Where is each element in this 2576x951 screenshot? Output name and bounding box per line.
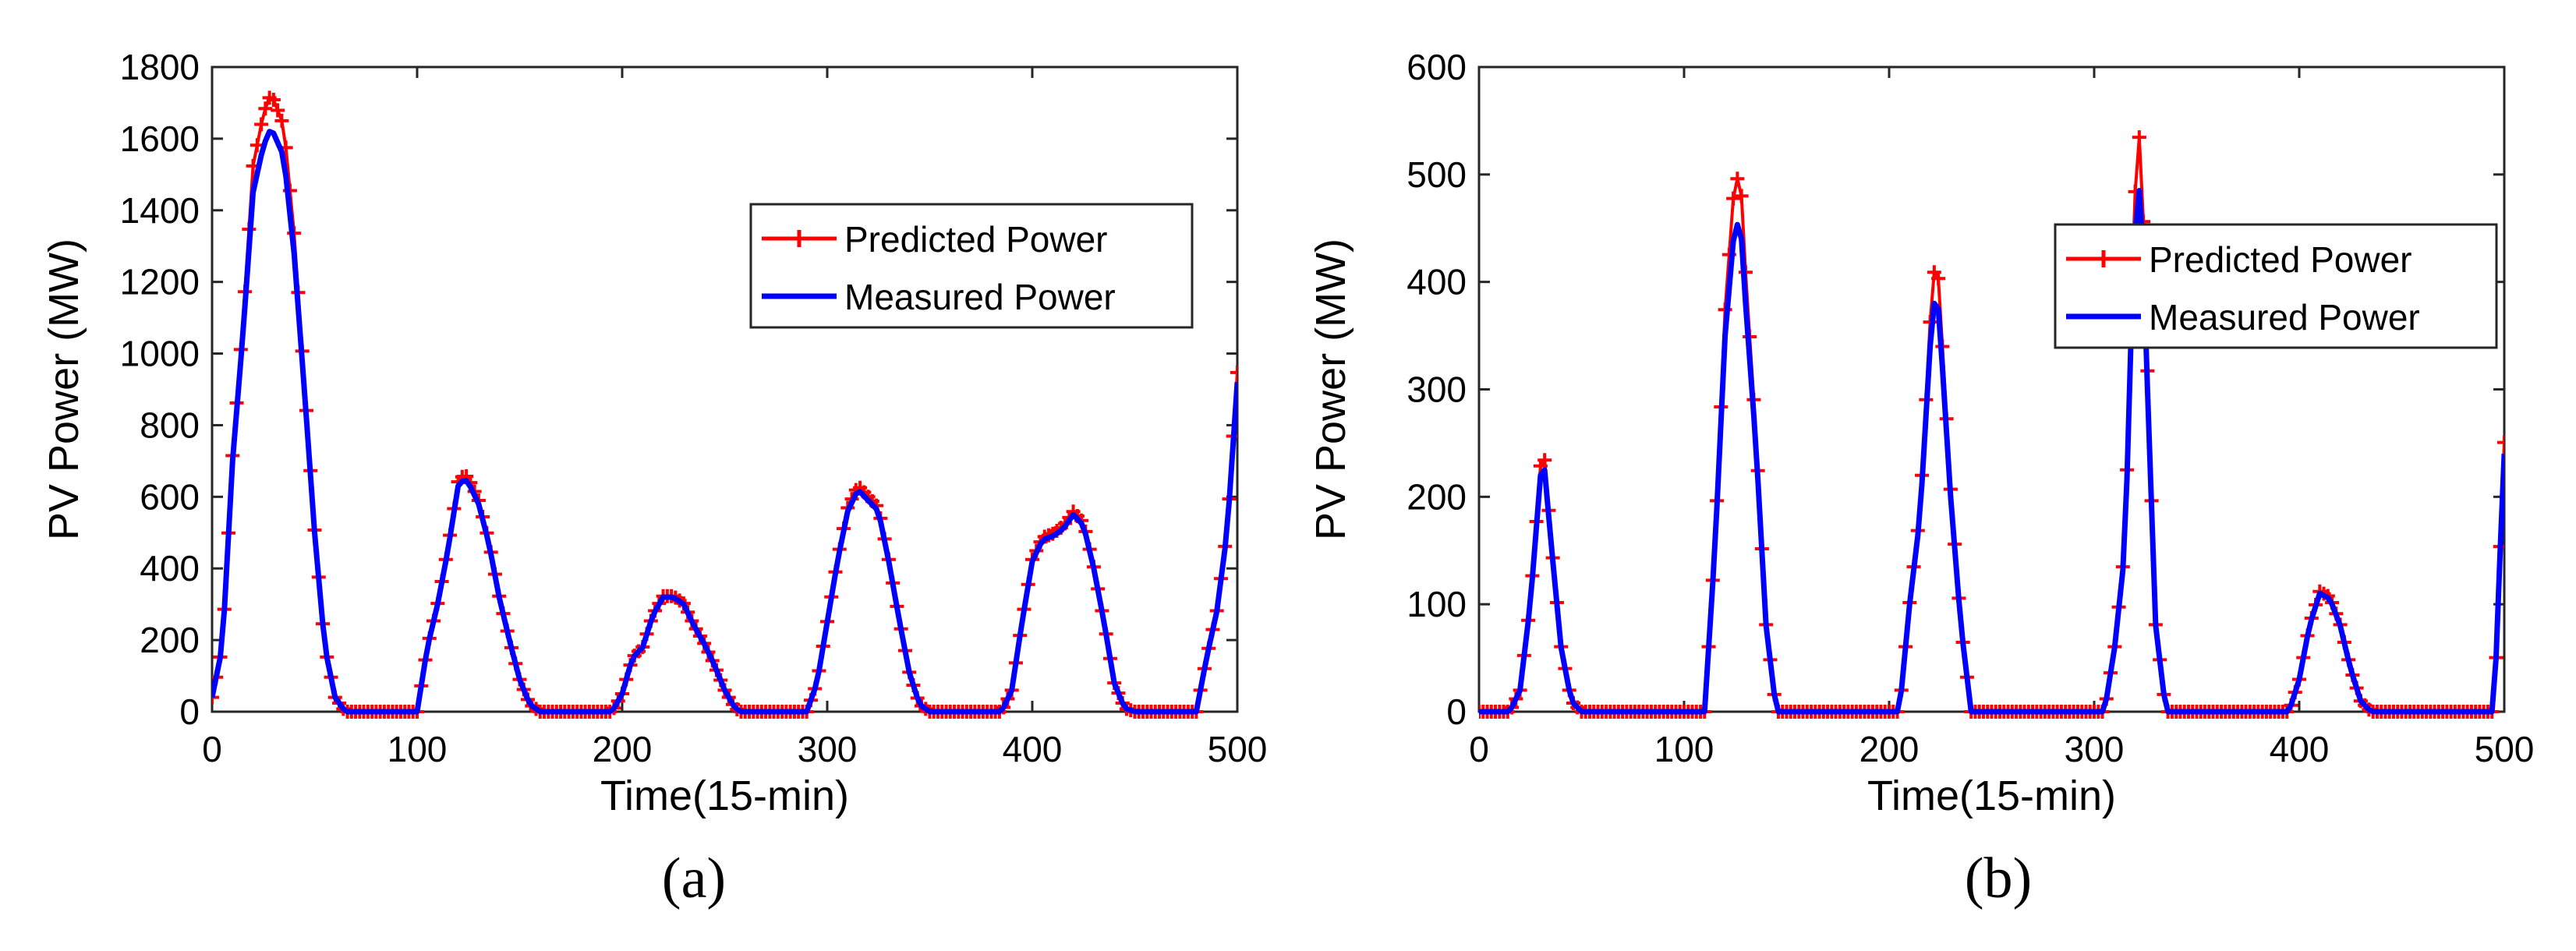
y-tick-label: 300 [1407,369,1467,410]
predicted-power-marker [212,690,219,705]
predicted-power-marker [1931,271,1946,286]
chart-b: 0 100 200 300 400 500 0 100 200 300 400 500 600 Time(… [1307,47,2535,819]
y-axis-label: PV Power (MW) [41,239,87,540]
y-axis-label: PV Power (MW) [1307,239,1354,540]
x-tick-label: 300 [798,729,858,769]
y-tick-label: 1200 [120,262,200,302]
predicted-power-marker [258,101,273,116]
x-axis-label: Time(15-min) [1867,772,2116,819]
measured-power-line [212,129,1237,715]
y-tick-label: 800 [140,405,200,445]
y-tick-label: 100 [1407,584,1467,624]
x-tick-label: 0 [202,729,222,769]
legend-predicted-marker [2096,250,2111,267]
predicted-power-marker [1537,453,1552,468]
x-tick-label: 300 [2065,729,2125,769]
x-tick-label: 500 [1208,729,1268,769]
legend-predicted-label: Predicted Power [2149,239,2412,280]
x-tick-label: 200 [593,729,653,769]
legend-measured-label: Measured Power [844,277,1116,317]
y-tick-label: 1800 [120,47,200,87]
y-tick-label: 500 [1407,154,1467,195]
x-tick-label: 200 [1859,729,1920,769]
x-tick-label: 0 [1469,729,1489,769]
plot-area [211,65,1239,713]
predicted-power-marker [254,117,269,132]
panel-label-a: (a) [661,847,727,910]
predicted-power-marker [274,113,289,128]
y-tick-label: 200 [1407,476,1467,517]
predicted-power-marker [1726,191,1741,206]
y-tick-label: 1000 [120,334,200,374]
predicted-power-marker [2497,435,2504,450]
x-tick-label: 400 [2270,729,2330,769]
y-tick-label: 400 [1407,262,1467,302]
y-tick-label: 0 [179,691,200,732]
x-tick-label: 400 [1003,729,1063,769]
x-axis-label: Time(15-min) [600,772,849,819]
series-group [212,90,1237,719]
plot-area [1477,65,2506,713]
series-group [1479,130,2504,719]
y-tick-label: 600 [1407,47,1467,87]
legend-predicted-label: Predicted Power [844,219,1108,260]
y-tick-label: 600 [140,476,200,517]
y-tick-label: 0 [1446,691,1467,732]
chart-a: 0 100 200 300 400 500 0 200 400 600 800 1000 1200 140… [41,47,1268,819]
x-tick-label: 500 [2475,729,2535,769]
panel-label-b: (b) [1964,847,2033,910]
y-tick-label: 400 [140,548,200,589]
predicted-power-marker [1230,365,1237,380]
predicted-power-marker [1734,189,1749,203]
y-tick-label: 200 [140,620,200,660]
x-tick-label: 100 [1654,729,1714,769]
predicted-power-marker [2132,130,2146,145]
measured-power-line [1479,188,2504,715]
predicted-power-marker [271,103,285,118]
y-tick-label: 1400 [120,190,200,231]
predicted-power-marker [266,93,281,108]
legend-box [2054,223,2498,349]
y-tick-label: 1600 [120,118,200,159]
predicted-power-marker [1730,171,1745,186]
legend-measured-label: Measured Power [2149,297,2420,338]
legend-predicted-marker [791,230,807,247]
legend-box [749,203,1194,329]
x-tick-label: 100 [387,729,448,769]
